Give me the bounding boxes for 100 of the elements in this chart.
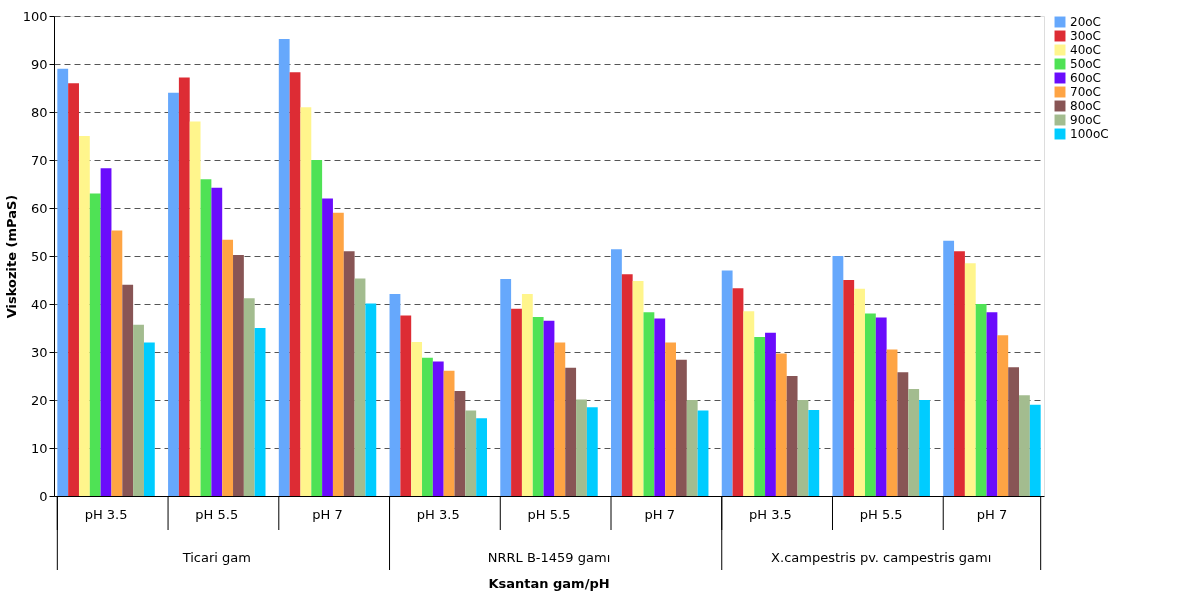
bar	[422, 357, 433, 496]
legend-label: 50oC	[1070, 57, 1101, 71]
bar	[576, 399, 587, 496]
bar	[954, 251, 965, 496]
bar	[511, 308, 522, 496]
y-tick-label: 10	[30, 440, 48, 456]
y-tick-label: 30	[30, 344, 48, 360]
bar	[57, 68, 69, 496]
bar	[178, 77, 190, 496]
bar	[743, 311, 755, 496]
bar	[919, 400, 930, 496]
legend-label: 60oC	[1070, 71, 1101, 85]
bar	[332, 212, 344, 496]
bar	[454, 390, 466, 496]
bar	[432, 361, 444, 496]
bar	[808, 410, 820, 496]
legend-label: 70oC	[1070, 85, 1101, 99]
y-tick-label: 100	[22, 8, 48, 24]
bar	[964, 263, 976, 496]
bar	[543, 320, 555, 496]
bar	[189, 121, 201, 496]
text: NRRL B-1459 gamı	[487, 550, 611, 565]
bar	[686, 400, 698, 496]
bar	[975, 304, 987, 496]
x-tick-label: pH 7	[312, 506, 343, 522]
y-tick-label: 80	[30, 104, 48, 120]
x-tick-label: pH 5.5	[859, 506, 903, 522]
bar	[168, 92, 179, 496]
x-tick-label: pH 5.5	[195, 506, 239, 522]
bar	[786, 376, 798, 496]
text: X.campestris pv. campestris gamı	[771, 550, 992, 565]
bar	[665, 342, 676, 496]
y-tick-label: 50	[30, 248, 48, 264]
bar	[586, 407, 598, 496]
legend-label: 80oC	[1070, 99, 1101, 113]
bar	[354, 278, 366, 496]
bar	[243, 298, 255, 496]
legend-label: 100oC	[1070, 127, 1109, 141]
bar	[797, 400, 809, 496]
x-tick-label: pH 3.5	[749, 506, 792, 522]
bar	[521, 293, 533, 496]
bar	[721, 270, 733, 496]
bar	[697, 410, 709, 496]
bar	[122, 284, 134, 496]
bar	[765, 332, 776, 496]
y-axis-title: Viskozite (mPaS)	[3, 194, 19, 319]
bar	[222, 239, 234, 496]
bar	[200, 179, 212, 496]
bar	[775, 353, 787, 496]
bar	[89, 193, 101, 496]
bar	[943, 240, 955, 496]
bar	[532, 316, 544, 496]
bar	[343, 251, 355, 496]
bar	[854, 288, 865, 496]
x-axis-title: Ksantan gam/pH	[488, 576, 610, 591]
legend-label: 30oC	[1070, 29, 1101, 43]
bar	[986, 312, 998, 496]
bar	[554, 342, 566, 496]
bar	[754, 337, 766, 496]
x-tick-label: pH 7	[644, 506, 675, 522]
bar	[675, 359, 687, 496]
bar	[886, 349, 898, 496]
x-tick-label: pH 3.5	[84, 506, 128, 522]
bar	[732, 288, 744, 496]
bar	[100, 168, 112, 496]
bar	[565, 367, 577, 496]
bar	[300, 107, 312, 496]
bar	[111, 230, 123, 496]
bar	[365, 303, 377, 496]
bar	[1029, 404, 1041, 496]
bar	[233, 255, 244, 496]
bar	[143, 342, 155, 496]
bar	[211, 187, 223, 496]
bar	[843, 280, 855, 496]
bar	[643, 312, 655, 496]
bar	[400, 315, 412, 496]
legend-label: 40oC	[1070, 43, 1101, 57]
bar	[311, 160, 323, 496]
bar	[411, 341, 423, 496]
bar	[289, 72, 301, 496]
x-tick-label: pH 5.5	[527, 506, 571, 522]
x-tick-label: pH 3.5	[416, 506, 460, 522]
bar	[500, 279, 512, 496]
bar	[654, 318, 666, 496]
text: Ticari gam	[181, 550, 251, 565]
legend-label: 20oC	[1070, 15, 1101, 29]
bar	[997, 335, 1009, 496]
bar	[443, 370, 455, 496]
y-tick-label: 90	[30, 56, 48, 72]
bar	[632, 280, 644, 496]
bar	[611, 249, 622, 496]
bar	[908, 388, 920, 496]
y-tick-label: 40	[30, 296, 48, 312]
bar	[897, 372, 909, 496]
bar	[465, 410, 477, 496]
bar	[254, 328, 266, 496]
x-tick-label: pH 7	[976, 506, 1008, 522]
bar	[322, 198, 333, 496]
y-tick-label: 20	[30, 392, 48, 408]
bar	[864, 313, 876, 496]
